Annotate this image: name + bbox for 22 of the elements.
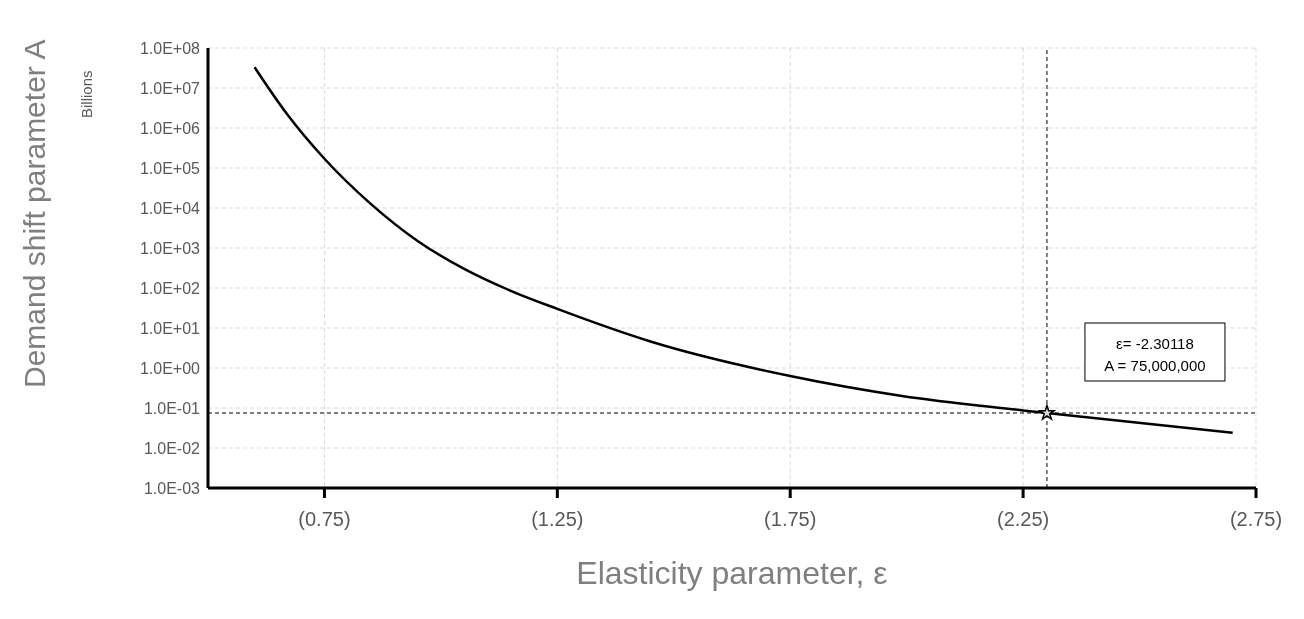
y-tick-label: 1.0E+06	[139, 119, 201, 137]
y-tick-label: 1.0E+05	[139, 159, 201, 177]
y-tick-label: 1.0E-01	[143, 399, 201, 417]
x-tick-label: (2.25)	[996, 508, 1050, 531]
x-tick-label: (0.75)	[298, 508, 351, 531]
annotation: ε= -2.30118 A = 75,000,000	[1104, 335, 1206, 374]
y-tick-label: 1.0E+00	[139, 359, 201, 377]
y-tick-label: 1.0E-02	[143, 439, 201, 457]
y-axis-title: Demand shift parameter A	[17, 39, 51, 388]
y-tick-label: 1.0E+08	[139, 39, 201, 57]
y-tick-label: 1.0E+04	[139, 199, 201, 217]
y-tick-label: 1.0E+02	[139, 279, 201, 297]
y-tick-label: 1.0E+03	[139, 239, 201, 257]
y-tick-label: 1.0E+01	[139, 319, 201, 337]
x-tick-label: (1.75)	[764, 508, 817, 531]
y-tick-label: 1.0E-03	[143, 479, 201, 497]
text: Billions	[78, 70, 95, 118]
x-axis-title: Elasticity parameter, ε	[576, 555, 888, 591]
x-tick-label: (2.75)	[1229, 508, 1283, 531]
y-tick-label: 1.0E+07	[139, 79, 201, 97]
callout-box: ε= -2.30118 A = 75,000,000	[1084, 322, 1226, 382]
x-tick-label: (1.25)	[531, 508, 584, 531]
